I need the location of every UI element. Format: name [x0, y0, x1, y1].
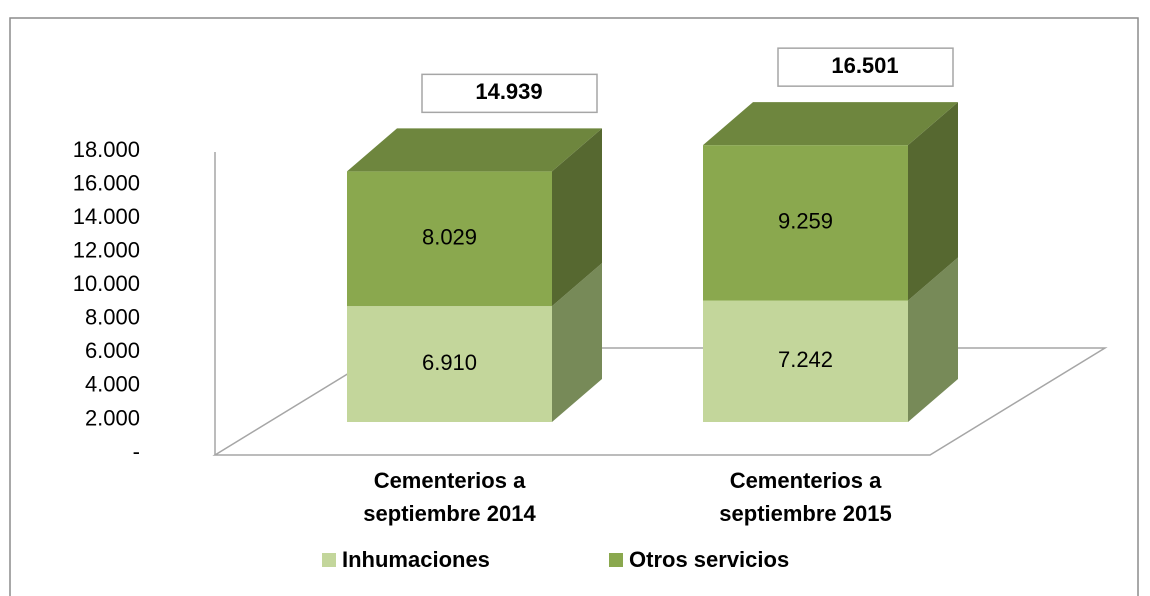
y-tick-label: 6.000: [85, 338, 140, 363]
legend-swatch: [609, 553, 623, 567]
y-tick-label: 12.000: [73, 237, 140, 262]
y-tick-label: -: [133, 439, 140, 464]
total-box: [421, 73, 598, 114]
value-label: 7.242: [778, 347, 833, 372]
x-tick-label: Cementerios a septiembre 2015: [719, 468, 892, 526]
bar: [347, 306, 552, 422]
bar: [703, 145, 908, 301]
bar-side: [552, 128, 602, 307]
legend-swatch: [322, 553, 336, 567]
y-tick-label: 14.000: [73, 204, 140, 229]
legend-label: Inhumaciones: [342, 547, 490, 572]
y-tick-label: 16.000: [73, 170, 140, 195]
value-label: 9.259: [778, 209, 833, 234]
x-tick-label: Cementerios a septiembre 2014: [363, 468, 536, 526]
y-tick-label: 10.000: [73, 271, 140, 296]
bar: [347, 171, 552, 307]
total-label: 14.939: [475, 79, 542, 104]
legend-label: Otros servicios: [629, 547, 789, 572]
bar: [703, 300, 908, 422]
bar-top: [703, 102, 958, 146]
y-tick-label: 8.000: [85, 305, 140, 330]
frame: [9, 17, 1139, 596]
value-label: 6.910: [422, 350, 477, 375]
y-tick-label: 4.000: [85, 372, 140, 397]
bar-top: [347, 128, 602, 172]
bar-side: [908, 102, 958, 301]
total-label: 16.501: [831, 53, 898, 78]
bar-side: [908, 257, 958, 422]
floor: [212, 347, 1108, 456]
y-tick-label: 2.000: [85, 405, 140, 430]
bar-side: [552, 263, 602, 422]
y-tick-label: 18.000: [73, 137, 140, 162]
value-label: 8.029: [422, 225, 477, 250]
total-box: [777, 47, 954, 87]
